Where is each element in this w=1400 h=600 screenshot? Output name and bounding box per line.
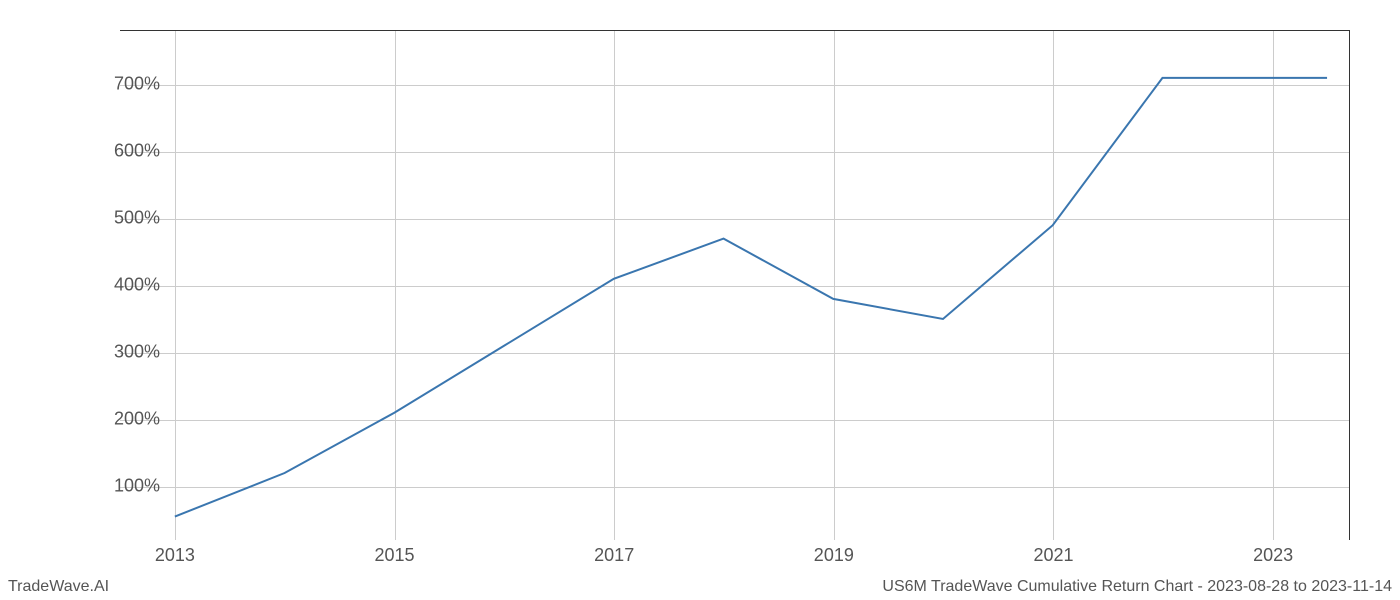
y-tick-label: 500% [90, 207, 160, 228]
footer-right-text: US6M TradeWave Cumulative Return Chart -… [882, 578, 1392, 596]
plot-area [120, 30, 1350, 540]
x-tick-label: 2015 [375, 545, 415, 566]
line-chart-svg [120, 31, 1349, 540]
y-tick-label: 300% [90, 342, 160, 363]
y-tick-label: 200% [90, 409, 160, 430]
y-tick-label: 100% [90, 476, 160, 497]
y-tick-label: 700% [90, 73, 160, 94]
y-tick-label: 600% [90, 140, 160, 161]
x-tick-label: 2017 [594, 545, 634, 566]
data-line [175, 78, 1327, 517]
x-tick-label: 2013 [155, 545, 195, 566]
footer-left-text: TradeWave.AI [8, 578, 109, 596]
x-tick-label: 2021 [1033, 545, 1073, 566]
x-tick-label: 2019 [814, 545, 854, 566]
x-tick-label: 2023 [1253, 545, 1293, 566]
chart-container [120, 30, 1350, 540]
y-tick-label: 400% [90, 275, 160, 296]
